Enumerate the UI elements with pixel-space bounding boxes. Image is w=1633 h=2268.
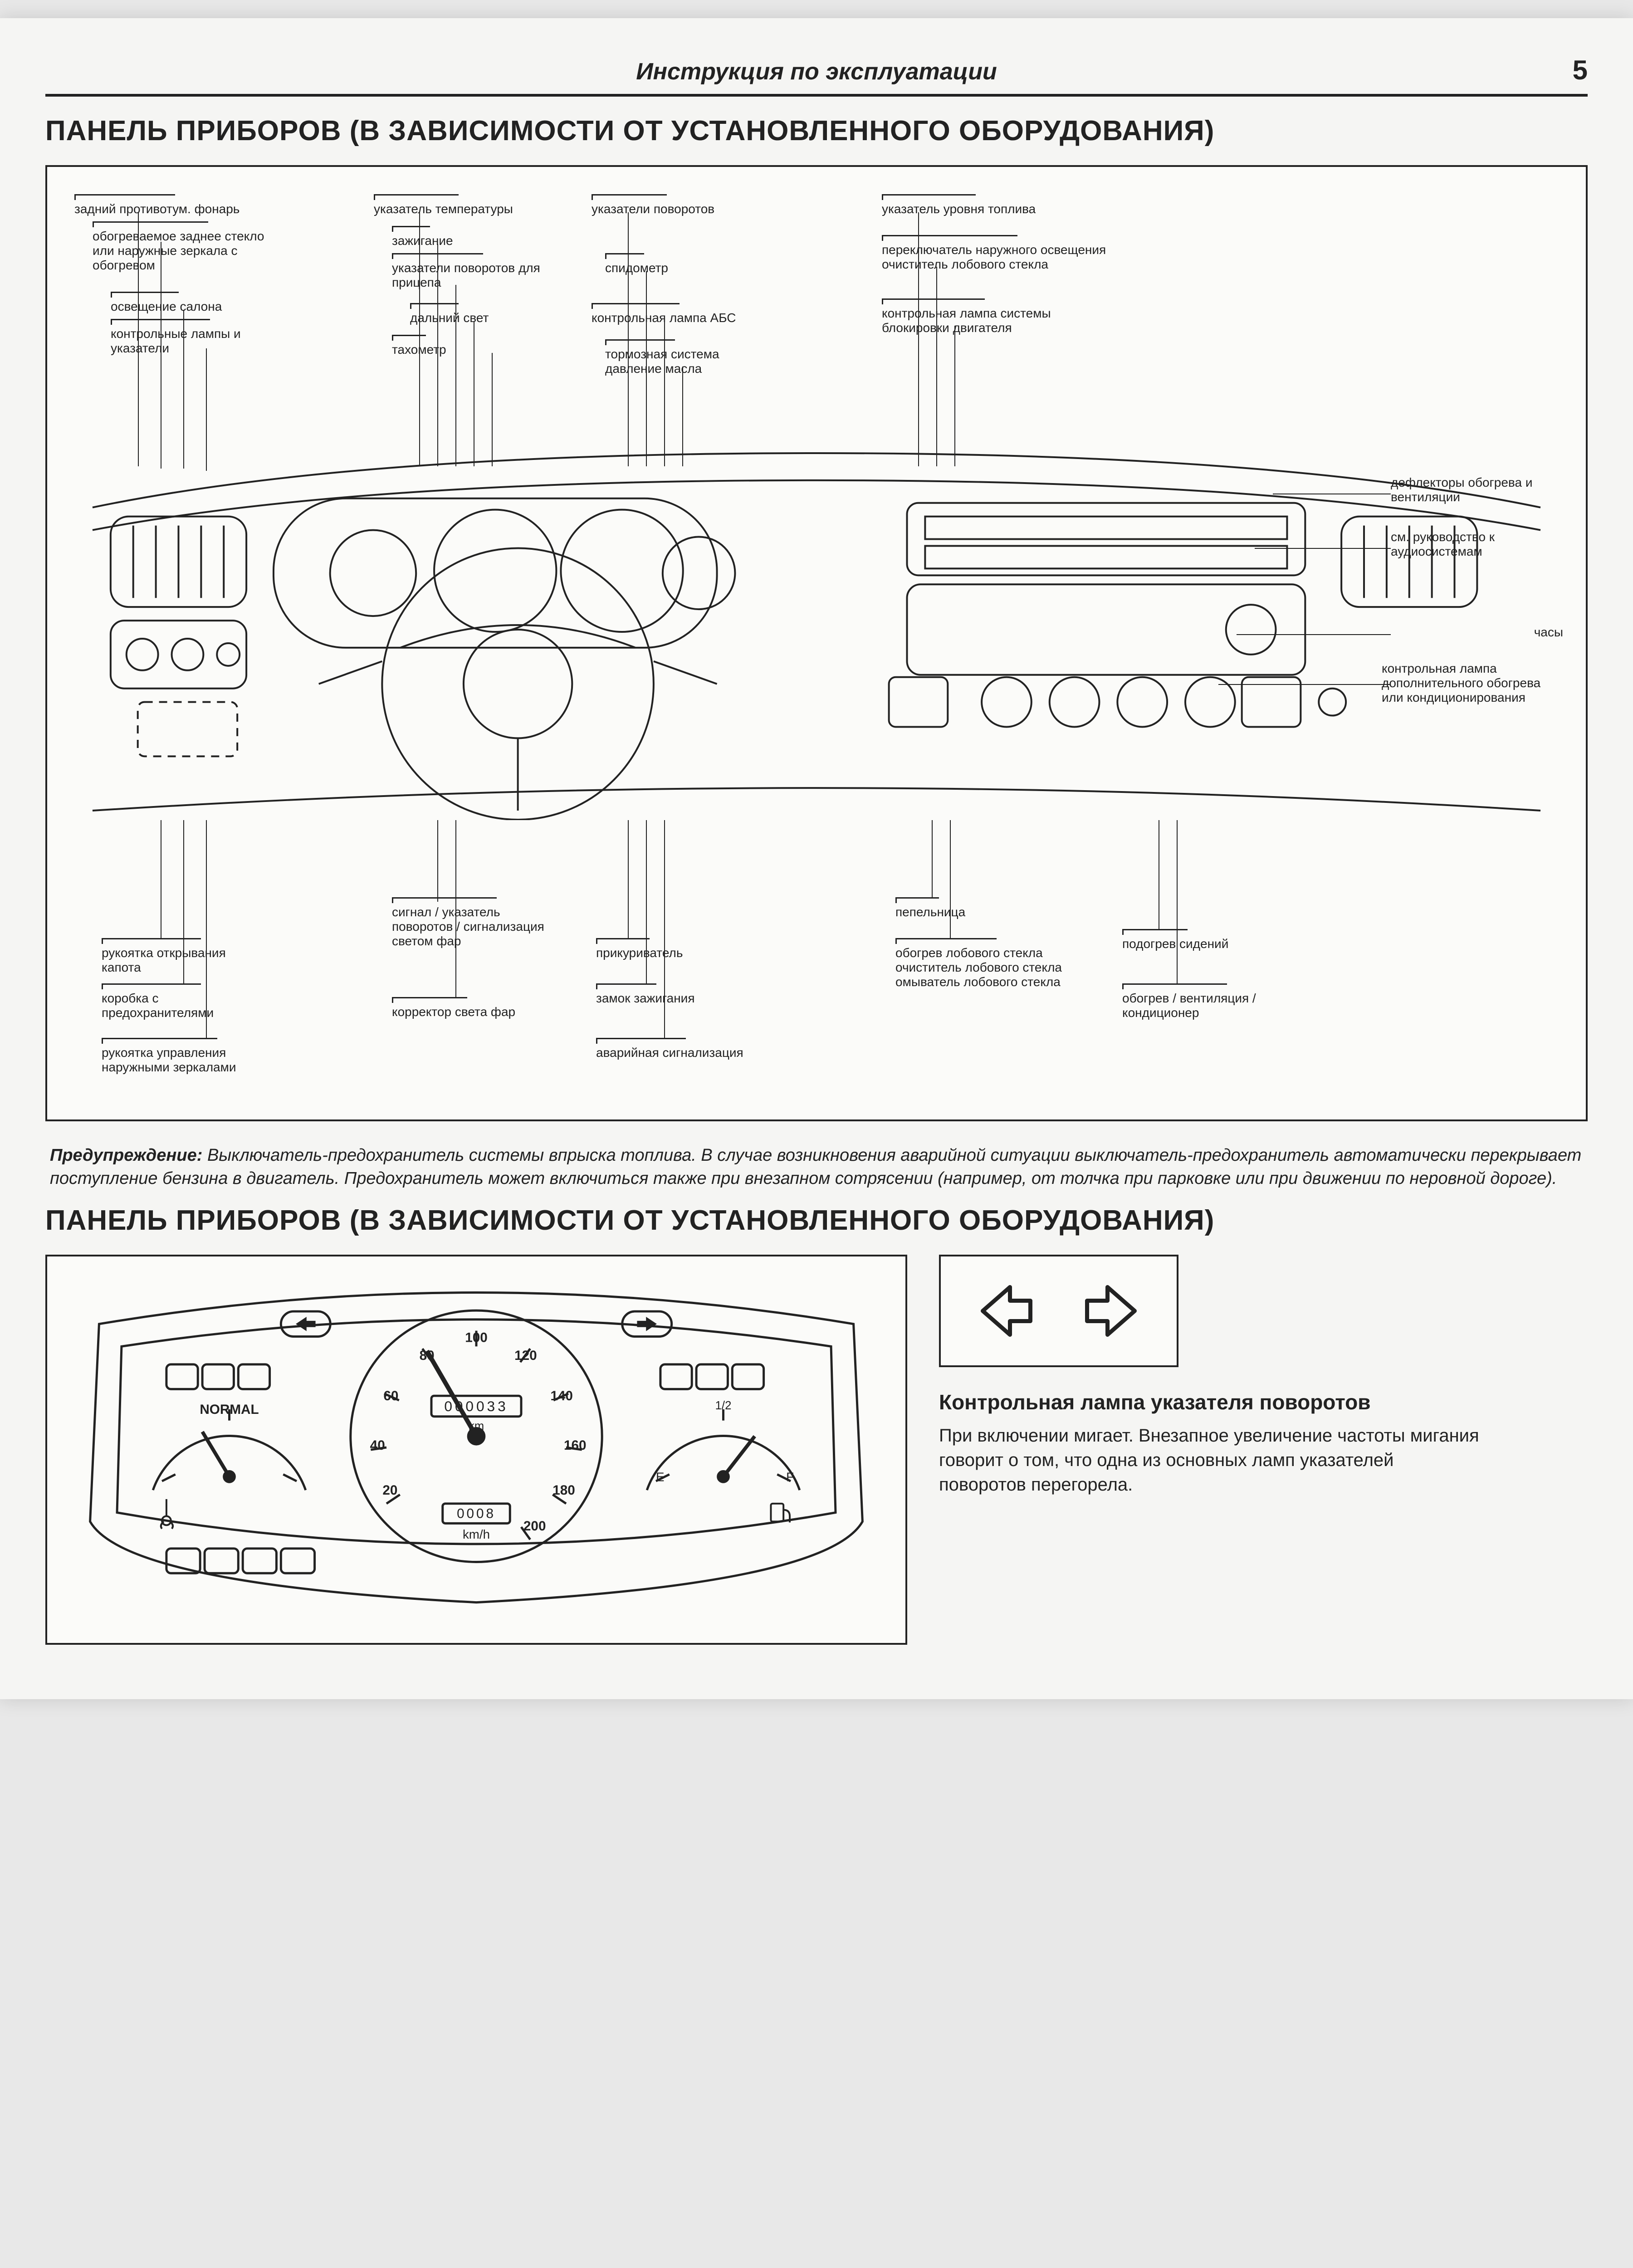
running-title: Инструкция по эксплуатации: [100, 58, 1533, 85]
svg-text:0008: 0008: [457, 1506, 496, 1521]
dashboard-svg: [83, 448, 1550, 820]
warning-paragraph: Предупреждение: Выключатель-предохраните…: [50, 1144, 1583, 1191]
svg-text:km/h: km/h: [463, 1527, 490, 1541]
svg-text:km: km: [469, 1420, 484, 1432]
label-ign-lock: замок зажигания: [596, 983, 694, 1006]
label-light-switch: переключатель наружного освещения очисти…: [882, 235, 1106, 272]
running-head: Инструкция по эксплуатации 5: [45, 54, 1588, 97]
label-hazard: аварийная сигнализация: [596, 1038, 743, 1060]
label-high-beam: дальний свет: [410, 303, 489, 325]
label-heated-rear: обогреваемое заднее стекло или наружные …: [93, 221, 283, 273]
svg-text:20: 20: [382, 1483, 397, 1498]
label-immobiliser: контрольная лампа системы блокировки дви…: [882, 298, 1051, 335]
svg-text:160: 160: [564, 1438, 587, 1453]
arrow-left-icon: [973, 1277, 1041, 1345]
warning-text: Выключатель-предохранитель системы впрыс…: [50, 1146, 1581, 1188]
label-stalk: сигнал / указатель поворотов / сигнализа…: [392, 897, 564, 949]
dashboard-illustration: [83, 448, 1550, 820]
label-lighter: прикуриватель: [596, 938, 683, 960]
label-ashtray: пепельница: [895, 897, 965, 919]
label-ignition: зажигание: [392, 226, 453, 248]
label-interior-light: освещение салона: [111, 292, 222, 314]
label-hvac: обогрев / вентиляция / кондиционер: [1122, 983, 1295, 1020]
label-fuel: указатель уровня топлива: [882, 194, 1036, 216]
cluster-svg: NORMAL 000033 km: [61, 1270, 892, 1629]
instrument-cluster: NORMAL 000033 km: [45, 1255, 907, 1645]
turn-heading: Контрольная лампа указателя поворотов: [939, 1390, 1483, 1414]
svg-text:200: 200: [523, 1519, 546, 1534]
dashboard-diagram: задний противотум. фонарь обогреваемое з…: [45, 165, 1588, 1121]
turn-column: Контрольная лампа указателя поворотов Пр…: [939, 1255, 1483, 1497]
turn-arrows-box: [939, 1255, 1178, 1367]
label-trailer-turn: указатели поворотов для прицепа: [392, 253, 542, 290]
label-temp-gauge: указатель температуры: [374, 194, 513, 216]
label-brake-oil: тормозная система давление масла: [605, 339, 719, 376]
arrow-right-icon: [1077, 1277, 1145, 1345]
label-warning-lamps: контрольные лампы и указатели: [111, 319, 274, 356]
page-number: 5: [1533, 54, 1588, 86]
label-mirror-ctrl: рукоятка управления наружными зеркалами: [102, 1038, 292, 1075]
section-title-1: ПАНЕЛЬ ПРИБОРОВ (В ЗАВИСИМОСТИ ОТ УСТАНО…: [45, 115, 1588, 147]
warning-label: Предупреждение:: [50, 1146, 202, 1165]
section-title-2: ПАНЕЛЬ ПРИБОРОВ (В ЗАВИСИМОСТИ ОТ УСТАНО…: [45, 1204, 1588, 1237]
svg-text:40: 40: [370, 1438, 385, 1453]
manual-page: Инструкция по эксплуатации 5 ПАНЕЛЬ ПРИБ…: [0, 18, 1633, 1699]
turn-body: При включении мигает. Внезапное увеличен…: [939, 1423, 1483, 1497]
label-turn-ind: указатели поворотов: [592, 194, 714, 216]
svg-text:000033: 000033: [444, 1398, 508, 1414]
svg-text:NORMAL: NORMAL: [200, 1402, 259, 1417]
label-windscreen: обогрев лобового стекла очиститель лобов…: [895, 938, 1062, 990]
label-fuse-box: коробка с предохранителями: [102, 983, 265, 1020]
svg-text:F: F: [786, 1470, 794, 1484]
label-seat-heat: подогрев сидений: [1122, 929, 1228, 951]
cluster-row: NORMAL 000033 km: [45, 1255, 1588, 1645]
svg-text:E: E: [656, 1470, 665, 1484]
label-speedo: спидометр: [605, 253, 668, 275]
label-rear-fog: задний противотум. фонарь: [74, 194, 240, 216]
label-headlamp-level: корректор света фар: [392, 997, 515, 1019]
svg-text:1/2: 1/2: [715, 1399, 732, 1412]
